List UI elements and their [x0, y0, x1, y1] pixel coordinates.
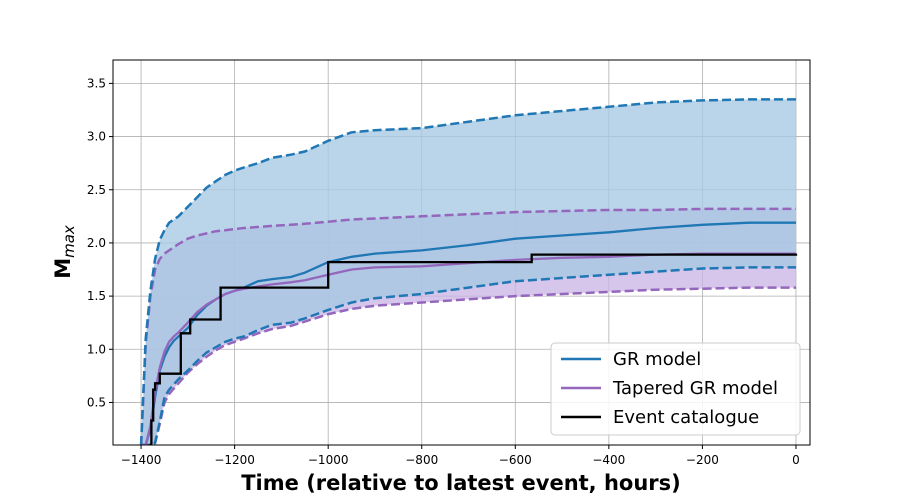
tapered-gr-lower-bound — [141, 286, 796, 445]
x-tick-label: −800 — [405, 453, 438, 467]
x-tick-label: 0 — [792, 453, 800, 467]
y-axis-label: Mmax — [51, 225, 78, 279]
legend-label-tapered-gr-model: Tapered GR model — [612, 378, 778, 399]
y-tick-label: 1.0 — [87, 342, 106, 356]
legend-label-event-catalogue: Event catalogue — [613, 407, 759, 428]
y-axis-ticks: 0.5 1.0 1.5 2.0 2.5 3.0 3.5 — [87, 76, 113, 409]
x-tick-label: −400 — [592, 453, 625, 467]
x-tick-label: −200 — [686, 453, 719, 467]
event-catalogue-line — [149, 253, 798, 445]
y-axis-label-main: M — [51, 258, 75, 279]
gr-model-line — [141, 221, 796, 445]
y-tick-label: 0.5 — [87, 395, 106, 409]
legend-box — [550, 342, 801, 436]
x-tick-label: −1400 — [121, 453, 162, 467]
y-tick-label: 3.0 — [87, 130, 106, 144]
y-tick-label: 1.5 — [87, 289, 106, 303]
gr-upper-bound — [139, 98, 796, 445]
x-tick-label: −1000 — [308, 453, 349, 467]
y-axis-label-subscript: max — [60, 225, 78, 258]
plot-frame — [112, 59, 811, 446]
x-tick-label: −1200 — [214, 453, 255, 467]
legend-label-gr-model: GR model — [613, 349, 701, 370]
legend: GR model Tapered GR model Event catalogu… — [550, 342, 801, 436]
tapered-gr-upper-bound — [139, 207, 796, 445]
y-tick-label: 2.0 — [87, 236, 106, 250]
x-axis-label: Time (relative to latest event, hours) — [241, 471, 681, 495]
y-tick-label: 3.5 — [87, 76, 106, 90]
x-axis-ticks: −1400 −1200 −1000 −800 −600 −400 −200 0 — [121, 445, 800, 467]
y-tick-label: 2.5 — [87, 183, 106, 197]
gr-uncertainty-band — [141, 99, 796, 445]
gr-lower-bound — [141, 266, 796, 445]
series-lines — [139, 98, 798, 445]
x-tick-label: −600 — [499, 453, 532, 467]
uncertainty-bands — [141, 99, 797, 445]
